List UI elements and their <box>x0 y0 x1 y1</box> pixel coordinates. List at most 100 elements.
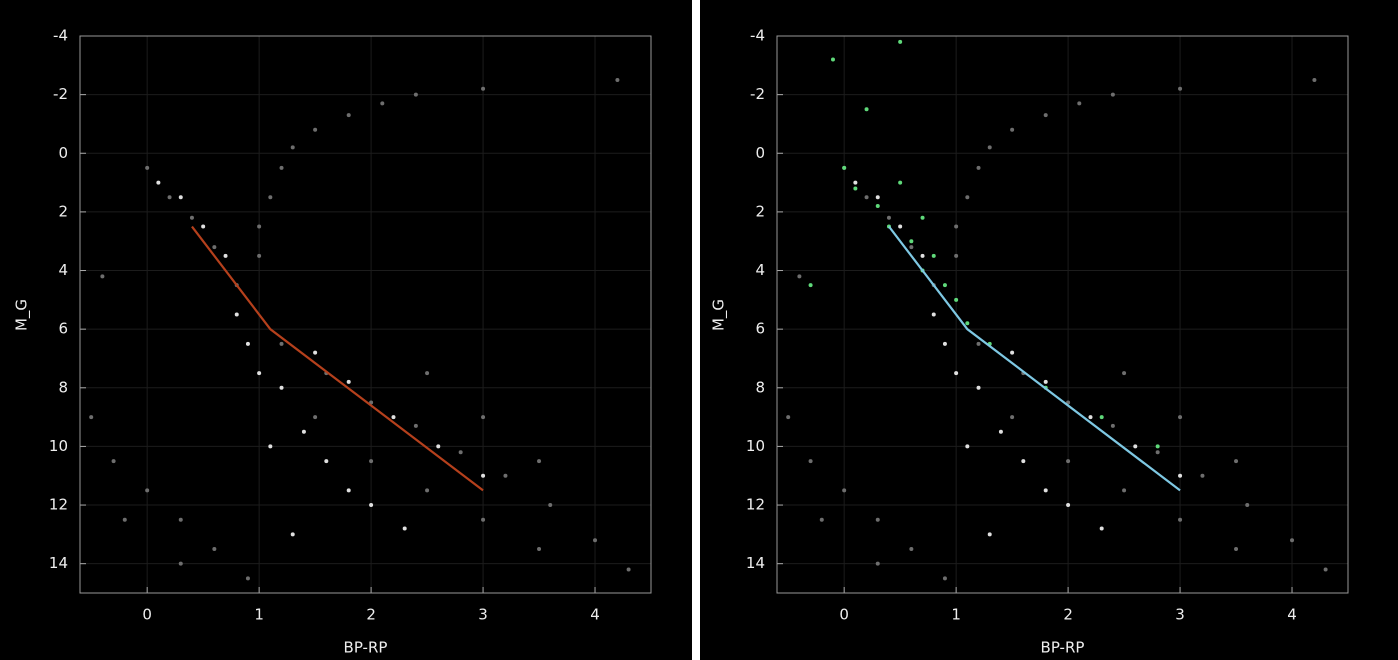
star-point <box>1290 538 1295 543</box>
star-point <box>864 107 869 112</box>
star-point <box>1178 473 1183 478</box>
star-point <box>842 165 847 170</box>
star-point <box>178 561 183 566</box>
star-point <box>89 415 94 420</box>
star-point <box>481 473 486 478</box>
star-point <box>290 145 295 150</box>
star-point <box>1077 101 1082 106</box>
star-point <box>1110 92 1115 97</box>
star-point <box>920 215 925 220</box>
star-point <box>1122 488 1127 493</box>
star-point <box>178 195 183 200</box>
panel-background <box>700 0 1398 660</box>
star-point <box>1021 459 1026 464</box>
star-point <box>875 204 880 209</box>
star-point <box>548 503 553 508</box>
star-point <box>976 165 981 170</box>
star-point <box>145 165 150 170</box>
y-tick-label: 2 <box>58 202 68 220</box>
star-point <box>942 341 947 346</box>
star-point <box>481 415 486 420</box>
star-point <box>1010 415 1015 420</box>
y-tick-label: 10 <box>49 437 68 455</box>
star-point <box>886 215 891 220</box>
y-axis-label: M_G <box>710 299 729 331</box>
star-point <box>909 245 914 250</box>
star-point <box>245 576 250 581</box>
star-point <box>909 547 914 552</box>
star-point <box>942 283 947 288</box>
star-point <box>920 253 925 258</box>
star-point <box>615 77 620 82</box>
star-point <box>189 215 194 220</box>
star-point <box>380 101 385 106</box>
star-point <box>1043 379 1048 384</box>
x-axis-label: BP-RP <box>344 639 388 657</box>
panel-background <box>0 0 692 660</box>
x-tick-label: 0 <box>142 606 152 624</box>
star-point <box>257 371 262 376</box>
star-point <box>268 195 273 200</box>
star-point <box>1066 459 1071 464</box>
star-point <box>830 57 835 62</box>
star-point <box>954 253 959 258</box>
star-point <box>1155 450 1160 455</box>
y-tick-label: -4 <box>53 27 68 45</box>
star-point <box>313 350 318 355</box>
star-point <box>954 224 959 229</box>
star-point <box>391 415 396 420</box>
star-point <box>1234 547 1239 552</box>
star-point <box>167 195 172 200</box>
star-point <box>853 180 858 185</box>
star-point <box>313 127 318 132</box>
star-point <box>145 488 150 493</box>
y-tick-label: 12 <box>746 496 765 514</box>
star-point <box>481 86 486 91</box>
plot-frame <box>776 35 1349 594</box>
star-point <box>1066 503 1071 508</box>
star-point <box>279 385 284 390</box>
star-point <box>100 274 105 279</box>
star-point <box>537 547 542 552</box>
star-point <box>786 415 791 420</box>
star-point <box>898 224 903 229</box>
x-tick-label: 0 <box>839 606 849 624</box>
star-point <box>257 224 262 229</box>
star-point <box>1010 127 1015 132</box>
star-point <box>808 459 813 464</box>
plot-frame <box>79 35 652 594</box>
star-point <box>111 459 116 464</box>
star-point <box>898 180 903 185</box>
star-point <box>425 371 430 376</box>
star-point <box>245 341 250 346</box>
star-point <box>458 450 463 455</box>
x-tick-label: 3 <box>1175 606 1185 624</box>
y-tick-label: 4 <box>58 261 68 279</box>
star-point <box>987 532 992 537</box>
star-point <box>593 538 598 543</box>
y-tick-label: 4 <box>755 261 765 279</box>
star-point <box>156 180 161 185</box>
star-point <box>481 517 486 522</box>
star-point <box>1043 488 1048 493</box>
y-tick-label: -2 <box>750 85 765 103</box>
star-point <box>875 561 880 566</box>
star-point <box>279 165 284 170</box>
star-point <box>1133 444 1138 449</box>
star-point <box>1178 86 1183 91</box>
star-point <box>369 459 374 464</box>
star-point <box>223 253 228 258</box>
star-point <box>1312 77 1317 82</box>
y-axis-label: M_G <box>13 299 32 331</box>
x-tick-label: 1 <box>951 606 961 624</box>
star-point <box>1099 415 1104 420</box>
x-tick-label: 4 <box>1287 606 1297 624</box>
star-point <box>346 488 351 493</box>
star-point <box>413 92 418 97</box>
star-point <box>290 532 295 537</box>
star-point <box>1200 473 1205 478</box>
star-point <box>909 239 914 244</box>
star-point <box>1110 423 1115 428</box>
star-point <box>122 517 127 522</box>
x-tick-label: 3 <box>478 606 488 624</box>
